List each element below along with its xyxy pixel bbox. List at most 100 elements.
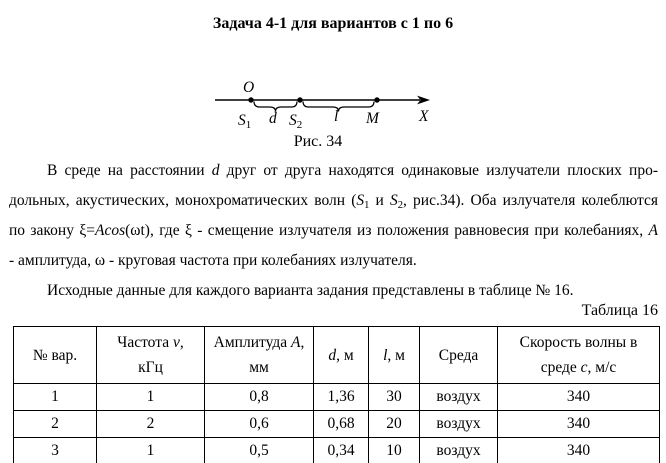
- text-line: В среде на расстоянии d друг от друга на…: [9, 156, 658, 186]
- axis-diagram: O S1 d S2 l M X Рис. 34: [215, 79, 430, 150]
- table-header-row: № вар. Частота ν, кГц Амплитуда A, мм d, м l, …: [13, 326, 660, 384]
- table-cell: 2: [13, 410, 97, 438]
- table-cell: 30: [368, 383, 420, 411]
- text-segment: Скорость волны в: [519, 334, 638, 351]
- point-s1-dot: [248, 97, 254, 103]
- text-segment: c: [580, 359, 588, 376]
- text-segment: Частота: [117, 334, 173, 351]
- table-cell: 20: [368, 410, 420, 438]
- text-segment: , м: [336, 346, 354, 364]
- text-segment: Acos: [95, 222, 126, 239]
- column-header: Амплитуда A, мм: [204, 326, 314, 384]
- text-line: Исходные данные для каждого варианта зад…: [9, 276, 658, 306]
- table-cell: 0,6: [204, 410, 314, 438]
- column-header: Среда: [419, 326, 498, 384]
- s1-label: S1: [238, 112, 251, 131]
- figure-caption: Рис. 34: [294, 133, 343, 150]
- table-cell: 3: [13, 437, 97, 463]
- s2-subscript: 2: [297, 119, 303, 131]
- text-segment: В среде на расстоянии: [47, 162, 212, 179]
- table-cell: 340: [497, 383, 660, 411]
- text-segment: ν: [172, 334, 180, 351]
- text-segment: Амплитуда: [213, 334, 291, 351]
- text-segment: и: [369, 192, 390, 209]
- figure-34: O S1 d S2 l M X Рис. 34: [0, 68, 666, 153]
- table-cell: 0,68: [313, 410, 369, 438]
- table-cell: 1,36: [313, 383, 369, 411]
- text-segment: (ωt), где ξ - смещение излучателя из пол…: [125, 222, 649, 239]
- column-header: Скорость волны в среде c, м/с: [497, 326, 660, 384]
- text-segment: S: [356, 192, 365, 209]
- text-segment: среде: [540, 359, 581, 376]
- header-line: № вар.: [15, 343, 96, 368]
- text-segment: S: [390, 192, 398, 209]
- s2-base: S: [289, 112, 297, 129]
- table-cell: 2: [96, 410, 205, 438]
- text-segment: мм: [249, 359, 269, 376]
- table-cell: 10: [368, 437, 420, 463]
- s1-base: S: [238, 112, 246, 129]
- text-segment: - амплитуда, ω - круговая частота при ко…: [9, 252, 417, 269]
- text-segment: друг от друга находятся одинаковые излуч…: [219, 162, 659, 179]
- text-segment: кГц: [138, 359, 163, 376]
- table-body: 1 1 0,8 1,36 30 воздух 340 2 2 0,6 0,68 20 воздух 340…: [13, 383, 660, 463]
- table-label: Таблица 16: [581, 302, 658, 319]
- brace-d: [253, 101, 298, 112]
- table-cell: 0,34: [313, 437, 369, 463]
- header-line: среде c, м/с: [499, 355, 659, 380]
- header-line: кГц: [98, 355, 204, 380]
- s2-label: S2: [289, 112, 302, 131]
- table-cell: воздух: [419, 383, 498, 411]
- text-line: по закону ξ=Acos(ωt), где ξ - смещение и…: [9, 216, 658, 246]
- s1-subscript: 1: [246, 119, 252, 131]
- text-segment: 1: [364, 200, 370, 211]
- text-segment: d: [211, 162, 220, 179]
- data-table-16: № вар. Частота ν, кГц Амплитуда A, мм d, м l, …: [13, 326, 660, 463]
- header-line: мм: [206, 355, 313, 380]
- point-s2-dot: [297, 97, 303, 103]
- text-segment: Исходные данные для каждого варианта зад…: [47, 282, 574, 299]
- l-label: l: [334, 108, 338, 125]
- text-line: дольных, акустических, монохроматических…: [9, 186, 658, 216]
- table-row: 1 1 0,8 1,36 30 воздух 340: [13, 383, 660, 411]
- text-segment: l: [383, 346, 388, 364]
- header-line: d, м: [315, 343, 368, 368]
- origin-label: O: [243, 79, 254, 96]
- text-segment: A: [290, 334, 301, 351]
- text-segment: ,: [179, 334, 184, 351]
- paragraph-problem: В среде на расстоянии d друг от друга на…: [9, 156, 658, 276]
- text-segment: № вар.: [32, 346, 78, 364]
- column-header: l, м: [368, 326, 420, 384]
- column-header: Частота ν, кГц: [96, 326, 205, 384]
- x-axis-arrow-icon: [417, 95, 430, 105]
- table-cell: 340: [497, 437, 660, 463]
- brace-l: [302, 101, 375, 112]
- header-line: Частота ν,: [98, 330, 204, 355]
- table-cell: воздух: [419, 410, 498, 438]
- table-cell: 1: [96, 437, 205, 463]
- header-line: Амплитуда A,: [206, 330, 313, 355]
- text-segment: , м: [387, 346, 405, 364]
- text-segment: 2: [397, 200, 404, 211]
- table-cell: воздух: [419, 437, 498, 463]
- text-segment: Среда: [438, 346, 479, 364]
- table-cell: 340: [497, 410, 660, 438]
- header-row: № вар. Частота ν, кГц Амплитуда A, мм d, м l, …: [13, 326, 660, 384]
- text-segment: d: [328, 346, 337, 364]
- text-line: - амплитуда, ω - круговая частота при ко…: [9, 246, 658, 276]
- point-m-dot: [374, 97, 380, 103]
- paragraph-data-note: Исходные данные для каждого варианта зад…: [9, 276, 658, 306]
- text-segment: по закону ξ=: [9, 222, 95, 239]
- text-segment: A: [648, 222, 659, 239]
- header-line: Среда: [421, 343, 497, 368]
- text-segment: , рис.34). Оба излучателя колеблются: [403, 192, 658, 209]
- table-cell: 0,5: [204, 437, 314, 463]
- page-title: Задача 4-1 для вариантов с 1 по 6: [212, 15, 454, 32]
- d-label: d: [269, 110, 277, 127]
- table-row: 3 1 0,5 0,34 10 воздух 340: [13, 437, 660, 463]
- m-label: M: [365, 110, 380, 127]
- column-header: d, м: [313, 326, 369, 384]
- text-segment: ,: [300, 334, 305, 351]
- header-line: l, м: [370, 343, 419, 368]
